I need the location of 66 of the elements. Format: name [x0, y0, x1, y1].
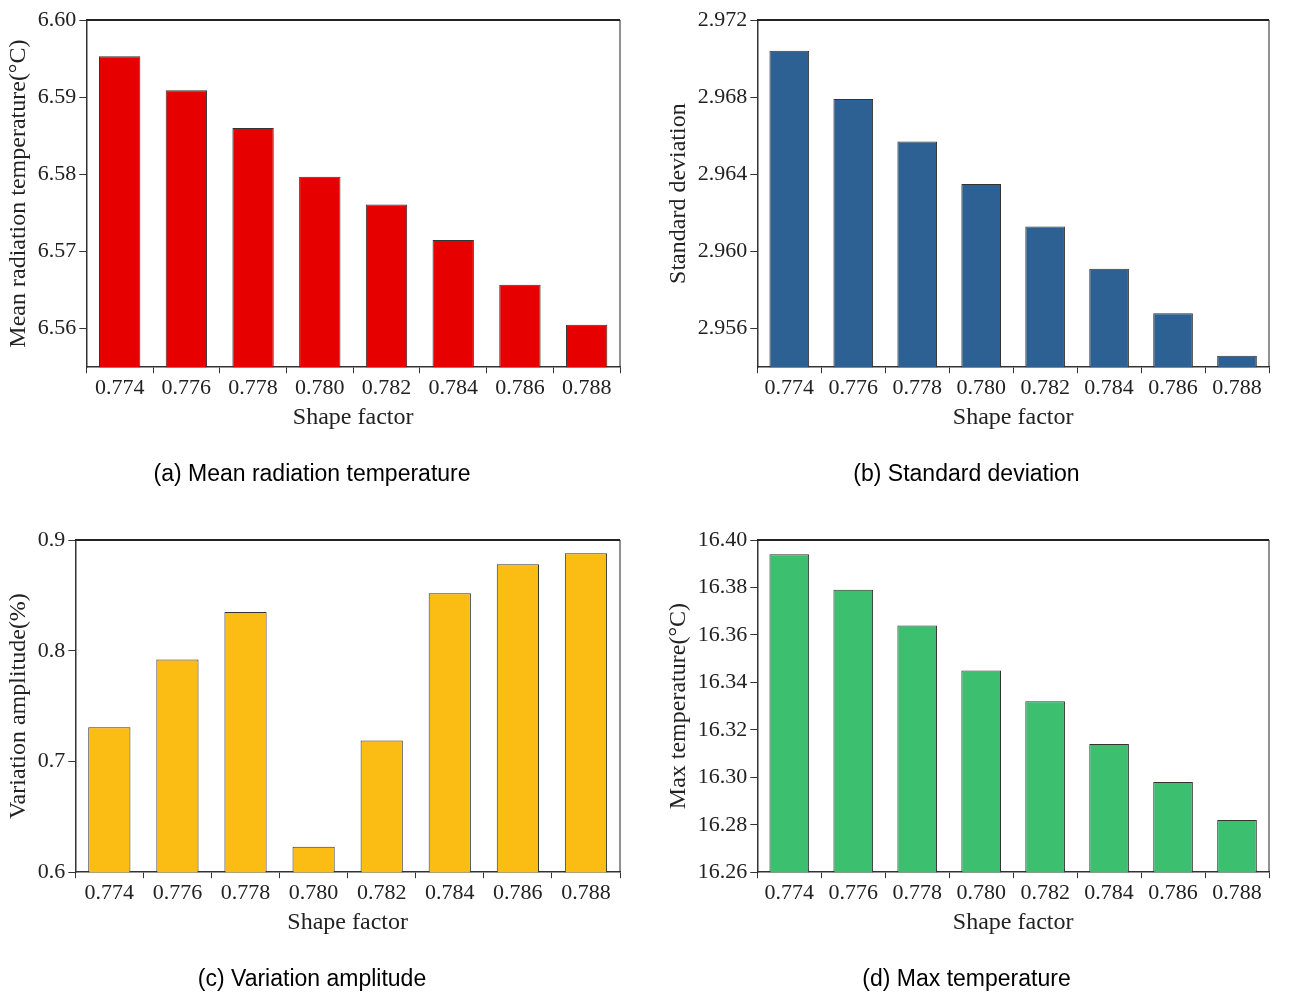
x-tick-label: 0.780: [288, 879, 339, 905]
x-tick-label: 0.782: [1020, 879, 1070, 905]
y-axis-title: Max temperature(°C): [663, 603, 690, 810]
x-tick-label: 0.778: [228, 374, 278, 400]
x-tick-label: 0.784: [425, 879, 475, 905]
y-tick-label: 2.964: [697, 160, 748, 186]
y-tick-label: 0.8: [37, 636, 66, 662]
x-tick-label: 0.788: [1212, 879, 1262, 905]
y-tick-label: 6.58: [37, 160, 77, 186]
y-tick-label: 16.30: [697, 763, 748, 789]
y-tick-label: 16.34: [697, 668, 748, 694]
y-axis-title: Standard deviation: [663, 103, 690, 284]
y-tick-label: 6.56: [37, 314, 77, 340]
x-tick-label: 0.776: [828, 374, 878, 400]
x-tick-label: 0.776: [152, 879, 203, 905]
x-tick-label: 0.778: [220, 879, 271, 905]
y-tick-label: 0.9: [37, 525, 66, 551]
x-tick-label: 0.780: [956, 879, 1006, 905]
text: (c) Variation amplitude: [197, 964, 427, 991]
x-tick-label: 0.778: [892, 374, 942, 400]
x-tick-label: 0.774: [764, 879, 815, 905]
y-tick-label: 2.972: [697, 5, 748, 31]
x-tick-label: 0.788: [561, 879, 611, 905]
x-tick-label: 0.782: [361, 374, 412, 400]
x-tick-label: 0.782: [356, 879, 407, 905]
x-axis-title: Shape factor: [952, 908, 1074, 935]
x-tick-label: 0.776: [828, 879, 878, 905]
x-tick-label: 0.774: [94, 374, 145, 400]
y-tick-label: 16.28: [697, 810, 748, 836]
y-axis-title: Variation amplitude(%): [3, 593, 30, 820]
y-tick-label: 0.7: [37, 747, 66, 773]
y-tick-label: 16.26: [697, 857, 748, 883]
x-tick-label: 0.774: [764, 374, 815, 400]
x-tick-label: 0.786: [493, 879, 543, 905]
x-tick-label: 0.784: [1084, 374, 1134, 400]
x-tick-label: 0.786: [1148, 374, 1198, 400]
x-axis-title: Shape factor: [287, 908, 408, 935]
y-tick-label: 16.32: [697, 715, 748, 741]
text: (d) Max temperature: [862, 964, 1071, 991]
x-axis-title: Shape factor: [952, 403, 1074, 430]
y-tick-label: 2.968: [697, 82, 748, 108]
y-tick-label: 16.36: [697, 620, 748, 646]
text: (a) Mean radiation temperature: [153, 459, 471, 486]
y-tick-label: 2.956: [697, 314, 748, 340]
x-tick-label: 0.784: [1084, 879, 1134, 905]
x-axis-title: Shape factor: [292, 403, 414, 430]
x-tick-label: 0.784: [428, 374, 478, 400]
x-tick-label: 0.776: [161, 374, 212, 400]
x-tick-label: 0.782: [1020, 374, 1070, 400]
x-tick-label: 0.778: [892, 879, 942, 905]
y-tick-label: 0.6: [37, 857, 66, 883]
x-tick-label: 0.788: [561, 374, 612, 400]
y-axis-title: Mean radiation temperature(°C): [3, 39, 30, 348]
x-tick-label: 0.788: [1212, 374, 1262, 400]
y-tick-label: 16.38: [697, 573, 748, 599]
y-tick-label: 2.960: [697, 237, 748, 263]
y-tick-label: 16.40: [697, 525, 748, 551]
x-tick-label: 0.786: [1148, 879, 1198, 905]
x-tick-label: 0.786: [495, 374, 545, 400]
x-tick-label: 0.780: [295, 374, 345, 400]
y-tick-label: 6.60: [37, 5, 77, 31]
x-tick-label: 0.774: [84, 879, 135, 905]
y-tick-label: 6.59: [37, 82, 77, 108]
x-tick-label: 0.780: [956, 374, 1006, 400]
y-tick-label: 6.57: [37, 237, 77, 263]
text: (b) Standard deviation: [853, 459, 1080, 486]
